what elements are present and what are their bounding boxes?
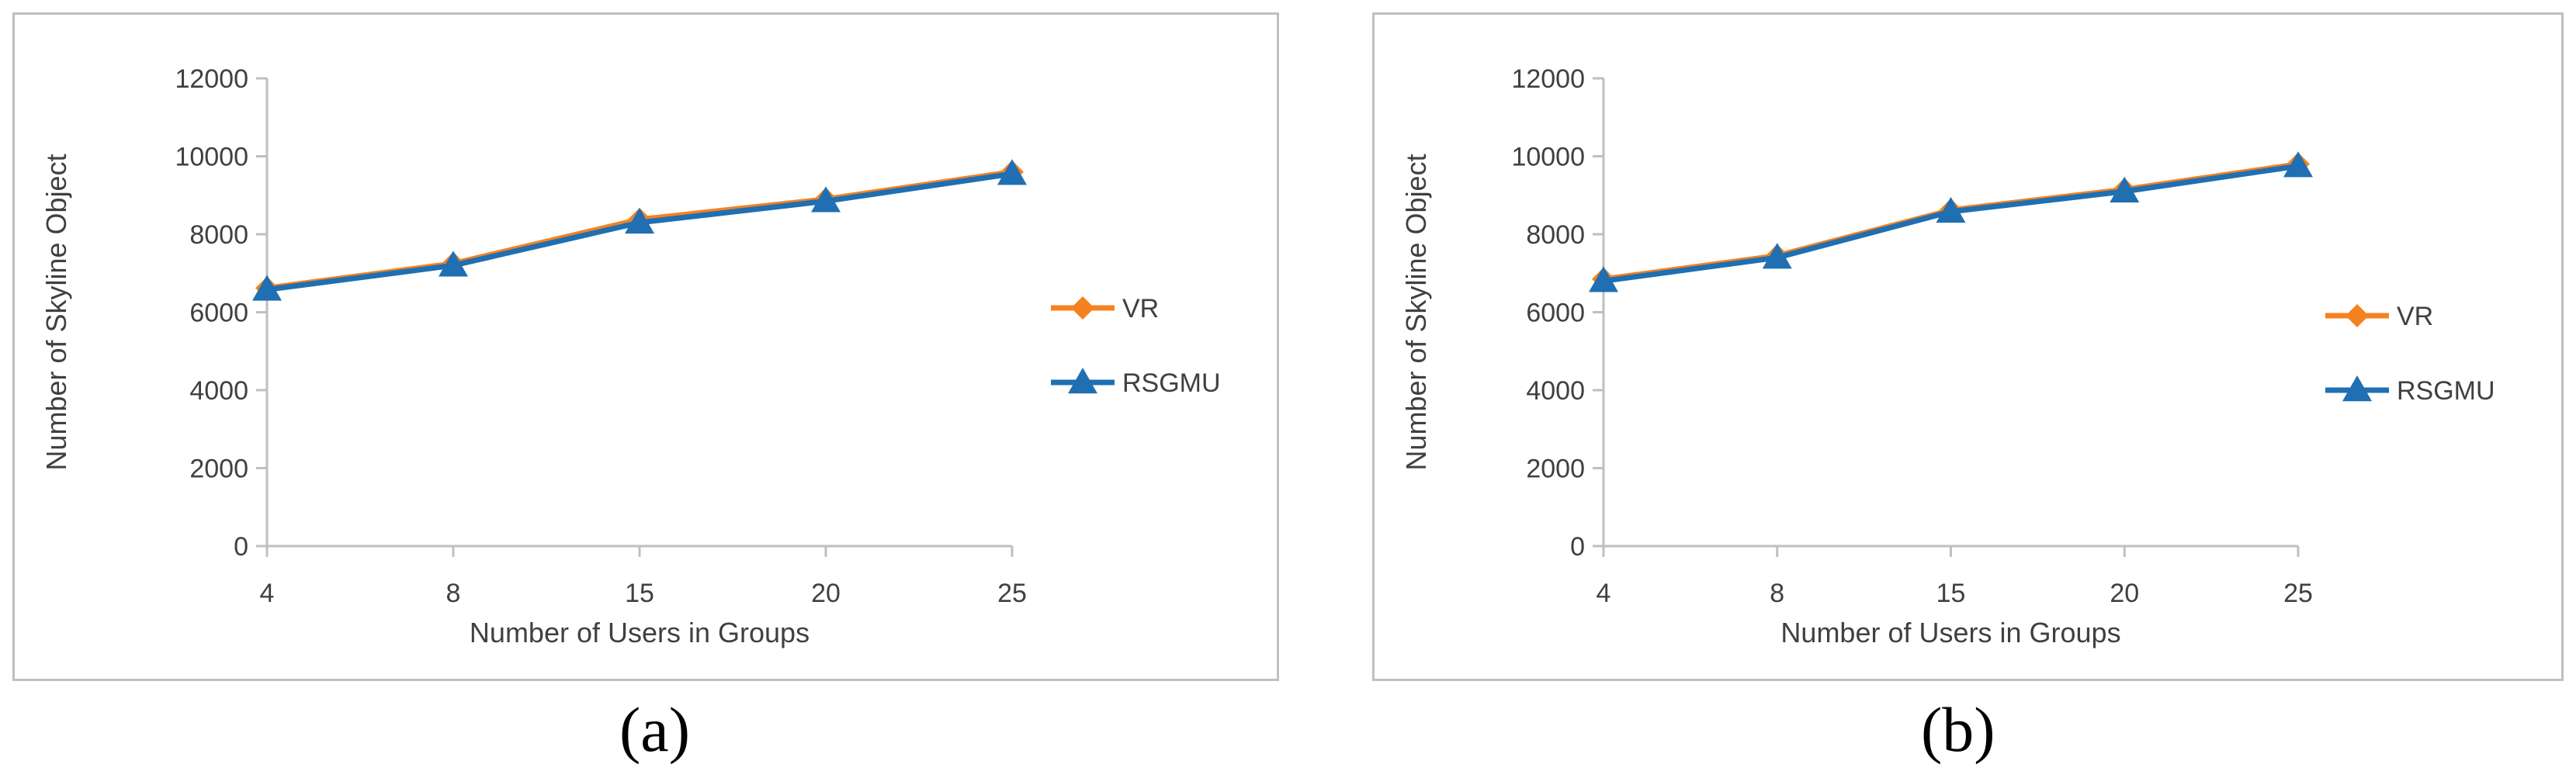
rsgmu-point-marker [625,207,654,234]
x-tick-label: 25 [2283,579,2313,608]
rsgmu-point-marker [1589,266,1618,292]
x-tick-label: 4 [1597,579,1611,608]
legend-label-rsgmu: RSGMU [2397,376,2495,406]
rsgmu-point-marker [811,186,841,213]
x-tick-label: 15 [625,579,654,608]
legend-marker-rsgmu [1068,368,1097,394]
chart-panel-a: 0 2000 4000 6000 8000 10000 12000 4 8 15 20 25 Numbe… [12,12,1279,681]
legend-label-vr: VR [1122,294,1159,323]
y-tick-label: 4000 [1526,376,1585,406]
y-tick-label: 12000 [1511,64,1585,94]
chart-panel-b: 0 2000 4000 6000 8000 10000 12000 4 8 15 20 25 Numbe… [1372,12,2564,681]
x-tick-label: 25 [997,579,1027,608]
legend-label-vr: VR [2397,302,2433,331]
x-tick-label: 4 [260,579,275,608]
y-tick-label: 10000 [175,143,248,172]
y-tick-label: 4000 [189,376,248,406]
y-tick-label: 6000 [1526,299,1585,328]
y-tick-label: 0 [1570,532,1585,562]
caption-b: (b) [1921,694,1995,765]
legend-marker-vr [2345,304,2369,327]
x-tick-label: 20 [2110,579,2139,608]
chart-b: 0 2000 4000 6000 8000 10000 12000 4 8 15 20 25 Numbe… [1400,64,2495,648]
legend-label-rsgmu: RSGMU [1122,368,1221,398]
x-tick-label: 15 [1936,579,1966,608]
rsgmu-point-marker [252,275,282,301]
rsgmu-point-marker [1762,243,1792,269]
y-tick-label: 2000 [189,455,248,484]
y-axis-title: Number of Skyline Object [40,154,72,470]
rsgmu-point-marker [1936,196,1966,223]
rsgmu-point-marker [439,251,468,277]
y-tick-label: 0 [234,532,248,562]
x-axis-title: Number of Users in Groups [1780,617,2120,648]
legend-marker-vr [1071,296,1094,320]
x-tick-label: 8 [1770,579,1784,608]
y-axis-title: Number of Skyline Object [1400,154,1432,470]
x-tick-label: 8 [446,579,461,608]
y-tick-label: 8000 [1526,220,1585,250]
legend-marker-rsgmu [2342,375,2372,402]
caption-a: (a) [619,694,691,765]
y-tick-label: 2000 [1526,455,1585,484]
rsgmu-point-marker [997,159,1027,185]
chart-a: 0 2000 4000 6000 8000 10000 12000 4 8 15 20 25 Numbe… [40,64,1221,648]
rsgmu-point-marker [2283,151,2313,178]
y-tick-label: 6000 [189,299,248,328]
y-tick-label: 10000 [1511,143,1585,172]
y-tick-label: 12000 [175,64,248,94]
x-tick-label: 20 [811,579,841,608]
rsgmu-point-marker [2110,176,2140,202]
x-axis-title: Number of Users in Groups [470,617,810,648]
y-tick-label: 8000 [189,220,248,250]
